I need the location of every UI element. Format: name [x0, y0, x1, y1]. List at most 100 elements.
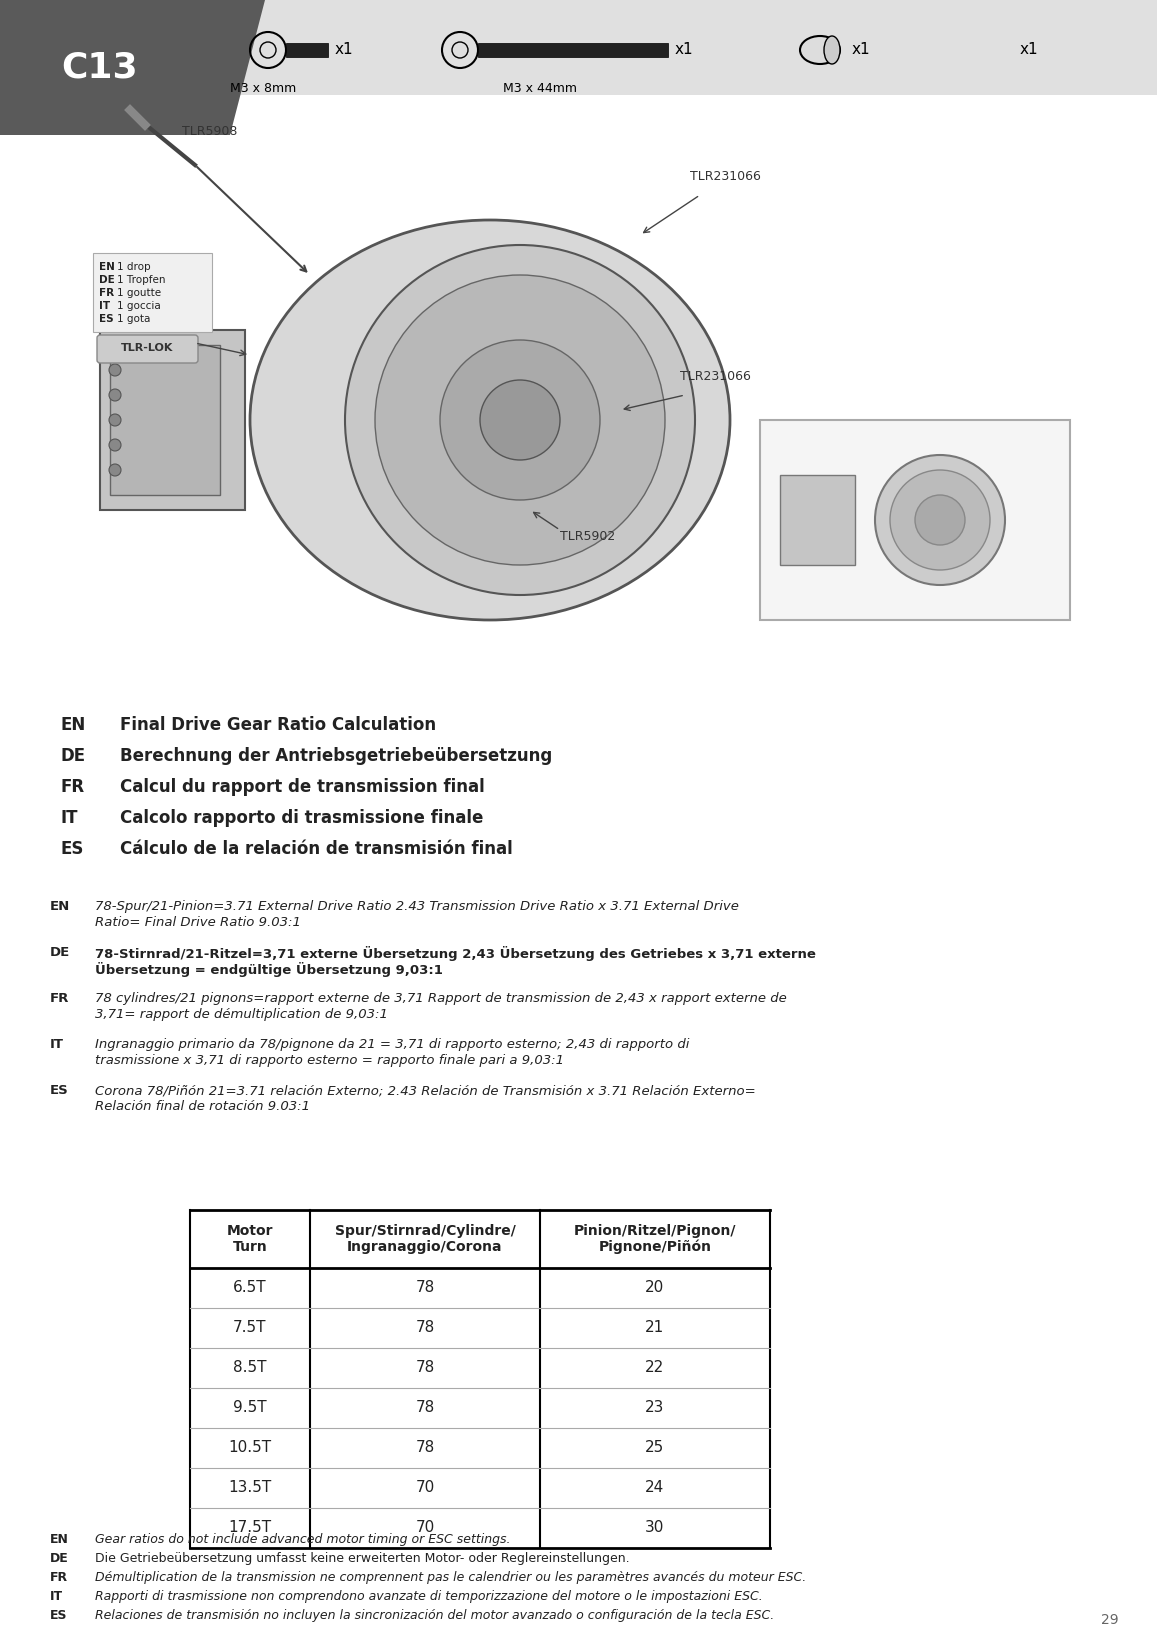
Circle shape	[345, 246, 695, 594]
Circle shape	[440, 340, 600, 499]
Text: 17.5T: 17.5T	[228, 1521, 272, 1536]
Bar	[100, 331, 245, 511]
Text: 78: 78	[415, 1441, 435, 1455]
Text: 23: 23	[646, 1401, 664, 1416]
Text: C13: C13	[61, 51, 139, 83]
Text: 9.5T: 9.5T	[234, 1401, 267, 1416]
Text: ES: ES	[50, 1609, 67, 1622]
Text: DE: DE	[50, 946, 71, 959]
Text: 22: 22	[646, 1360, 664, 1375]
Text: 6.5T: 6.5T	[234, 1280, 267, 1295]
Bar	[760, 421, 1070, 620]
Text: x1: x1	[1020, 43, 1039, 57]
Circle shape	[109, 390, 121, 401]
Circle shape	[890, 470, 990, 570]
Text: 78: 78	[415, 1280, 435, 1295]
Ellipse shape	[799, 36, 840, 64]
Text: x1: x1	[852, 43, 870, 57]
Text: Relación final de rotación 9.03:1: Relación final de rotación 9.03:1	[95, 1100, 310, 1113]
Text: 1 goccia: 1 goccia	[117, 301, 161, 311]
Text: Calcolo rapporto di trasmissione finale: Calcolo rapporto di trasmissione finale	[120, 809, 484, 827]
Text: 10.5T: 10.5T	[228, 1441, 272, 1455]
Text: Spur/Stirnrad/Cylindre/
Ingranaggio/Corona: Spur/Stirnrad/Cylindre/ Ingranaggio/Coro…	[334, 1224, 515, 1254]
Circle shape	[109, 439, 121, 452]
Text: TLR-LOK: TLR-LOK	[120, 344, 174, 354]
Text: Die Getriebeübersetzung umfasst keine erweiterten Motor- oder Reglereinstellunge: Die Getriebeübersetzung umfasst keine er…	[95, 1552, 629, 1565]
Text: TLR231066: TLR231066	[680, 370, 751, 383]
Text: 78: 78	[415, 1360, 435, 1375]
Circle shape	[375, 275, 665, 565]
Text: TLR231066: TLR231066	[690, 170, 761, 183]
Text: FR: FR	[60, 778, 84, 796]
Text: x1: x1	[675, 43, 694, 57]
Text: Gear ratios do not include advanced motor timing or ESC settings.: Gear ratios do not include advanced moto…	[95, 1532, 510, 1545]
Text: TLR5908: TLR5908	[183, 124, 237, 138]
FancyBboxPatch shape	[93, 254, 212, 332]
Text: EN: EN	[50, 1532, 69, 1545]
Text: IT: IT	[50, 1038, 64, 1051]
Text: 70: 70	[415, 1521, 435, 1536]
Bar	[780, 475, 855, 565]
Text: x1: x1	[336, 43, 354, 57]
Text: FR: FR	[50, 1572, 68, 1585]
Circle shape	[480, 380, 560, 460]
Text: 1 goutte: 1 goutte	[117, 288, 161, 298]
Bar	[478, 43, 668, 57]
Polygon shape	[0, 0, 265, 134]
Text: EN: EN	[50, 900, 71, 913]
Text: Calcul du rapport de transmission final: Calcul du rapport de transmission final	[120, 778, 485, 796]
Text: DE: DE	[100, 275, 115, 285]
Bar	[40, 134, 1120, 701]
Text: 78: 78	[415, 1321, 435, 1336]
Text: 24: 24	[646, 1480, 664, 1496]
Circle shape	[109, 363, 121, 377]
Circle shape	[109, 414, 121, 426]
Text: Démultiplication de la transmission ne comprennent pas le calendrier ou les para: Démultiplication de la transmission ne c…	[95, 1572, 806, 1585]
Text: Ratio= Final Drive Ratio 9.03:1: Ratio= Final Drive Ratio 9.03:1	[95, 917, 301, 930]
Text: Motor
Turn: Motor Turn	[227, 1224, 273, 1254]
Text: ES: ES	[50, 1084, 68, 1097]
Text: FR: FR	[50, 992, 69, 1005]
Text: M3 x 44mm: M3 x 44mm	[503, 82, 577, 95]
Bar	[286, 43, 327, 57]
Text: Pinion/Ritzel/Pignon/
Pignone/Piñón: Pinion/Ritzel/Pignon/ Pignone/Piñón	[574, 1223, 736, 1254]
Text: 25: 25	[646, 1441, 664, 1455]
Text: IT: IT	[60, 809, 78, 827]
Ellipse shape	[250, 219, 730, 620]
Bar	[110, 345, 220, 494]
Text: Ingranaggio primario da 78/pignone da 21 = 3,71 di rapporto esterno; 2,43 di rap: Ingranaggio primario da 78/pignone da 21…	[95, 1038, 690, 1051]
Text: 13.5T: 13.5T	[228, 1480, 272, 1496]
Ellipse shape	[824, 36, 840, 64]
Text: Übersetzung = endgültige Übersetzung 9,03:1: Übersetzung = endgültige Übersetzung 9,0…	[95, 963, 443, 977]
Text: 3,71= rapport de démultiplication de 9,03:1: 3,71= rapport de démultiplication de 9,0…	[95, 1008, 388, 1021]
Bar	[0, 0, 1157, 95]
Text: IT: IT	[50, 1590, 64, 1603]
Text: ES: ES	[60, 840, 83, 858]
Text: 1 gota: 1 gota	[117, 314, 150, 324]
Circle shape	[915, 494, 965, 545]
Text: 78-Spur/21-Pinion=3.71 External Drive Ratio 2.43 Transmission Drive Ratio x 3.71: 78-Spur/21-Pinion=3.71 External Drive Ra…	[95, 900, 739, 913]
Text: Final Drive Gear Ratio Calculation: Final Drive Gear Ratio Calculation	[120, 715, 436, 733]
Text: Rapporti di trasmissione non comprendono avanzate di temporizzazione del motore : Rapporti di trasmissione non comprendono…	[95, 1590, 762, 1603]
Text: 7.5T: 7.5T	[234, 1321, 267, 1336]
Text: Berechnung der Antriebsgetriebeübersetzung: Berechnung der Antriebsgetriebeübersetzu…	[120, 746, 552, 764]
Text: 78 cylindres/21 pignons=rapport externe de 3,71 Rapport de transmission de 2,43 : 78 cylindres/21 pignons=rapport externe …	[95, 992, 787, 1005]
Text: ES: ES	[100, 314, 113, 324]
Circle shape	[109, 463, 121, 476]
Text: 1 drop: 1 drop	[117, 262, 150, 272]
Text: DE: DE	[50, 1552, 68, 1565]
Text: 20: 20	[646, 1280, 664, 1295]
Text: 21: 21	[646, 1321, 664, 1336]
Text: 30: 30	[646, 1521, 664, 1536]
Circle shape	[875, 455, 1005, 584]
Text: Relaciones de transmisión no incluyen la sincronización del motor avanzado o con: Relaciones de transmisión no incluyen la…	[95, 1609, 774, 1622]
Text: Corona 78/Piñón 21=3.71 relación Externo; 2.43 Relación de Transmisión x 3.71 Re: Corona 78/Piñón 21=3.71 relación Externo…	[95, 1084, 756, 1097]
Text: 29: 29	[1101, 1612, 1119, 1627]
FancyBboxPatch shape	[97, 336, 198, 363]
Text: DE: DE	[60, 746, 86, 764]
Text: EN: EN	[60, 715, 86, 733]
Text: TLR5902: TLR5902	[560, 530, 616, 543]
Text: EN: EN	[100, 262, 115, 272]
Text: Cálculo de la relación de transmisión final: Cálculo de la relación de transmisión fi…	[120, 840, 513, 858]
Text: FR: FR	[100, 288, 115, 298]
